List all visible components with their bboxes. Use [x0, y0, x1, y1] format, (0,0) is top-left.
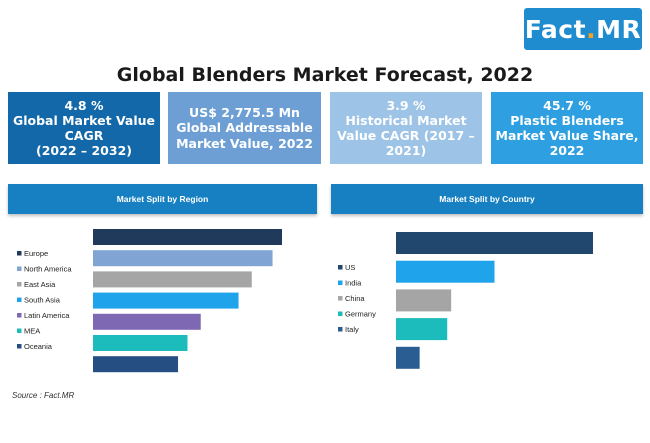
- kpi-card-plastic-share: 45.7 % Plastic Blenders Market Value Sha…: [491, 92, 643, 164]
- region-bar-north-america: [93, 250, 273, 267]
- kpi-card-line: Global Addressable: [176, 120, 313, 136]
- page-title: Global Blenders Market Forecast, 2022: [116, 64, 534, 86]
- logo-text-main: Fact: [524, 14, 587, 44]
- source-note: Source : Fact.MR: [12, 391, 75, 400]
- kpi-card-line: Market Value Share,: [495, 128, 639, 143]
- region-legend-label: Europe: [24, 249, 48, 258]
- country-legend-label: US: [345, 263, 355, 272]
- country-bar-us: [396, 232, 593, 254]
- region-legend-swatch: [17, 282, 22, 287]
- region-bar-oceania: [93, 356, 179, 373]
- country-panel-title: Market Split by Country: [331, 184, 643, 214]
- country-legend-label: Germany: [345, 309, 376, 318]
- kpi-card-cagr: 4.8 % Global Market Value CAGR (2022 – 2…: [8, 92, 160, 164]
- region-bar-south-asia: [93, 292, 239, 309]
- region-bar-east-asia: [93, 271, 252, 288]
- region-legend-swatch: [17, 297, 22, 302]
- region-legend-label: MEA: [24, 326, 40, 335]
- country-bar-china: [396, 289, 452, 312]
- logo-dot: .: [586, 14, 597, 44]
- country-legend-label: Italy: [345, 325, 359, 334]
- factmr-logo: Fact. MR: [524, 8, 642, 50]
- kpi-card-line: 3.9 %: [386, 97, 426, 113]
- kpi-card-line: (2022 – 2032): [36, 143, 132, 159]
- region-legend-label: North America: [24, 264, 72, 273]
- country-legend-swatch: [338, 265, 343, 270]
- kpi-card-line: 2021): [385, 143, 427, 159]
- kpi-card-line: 45.7 %: [543, 97, 591, 113]
- kpi-card-line: Global Market Value: [12, 112, 156, 128]
- kpi-card-line: 4.8 %: [64, 97, 104, 113]
- region-legend-swatch: [17, 328, 22, 333]
- region-panel-title: Market Split by Region: [8, 184, 317, 214]
- kpi-card-market-value: US$ 2,775.5 Mn Global Addressable Market…: [168, 92, 321, 164]
- region-legend-label: East Asia: [24, 280, 56, 289]
- country-bar-india: [396, 260, 495, 283]
- kpi-card-historical-cagr: 3.9 % Historical Market Value CAGR (2017…: [330, 92, 482, 164]
- kpi-card-line: Historical Market: [345, 112, 467, 128]
- country-legend-swatch: [338, 296, 343, 301]
- region-legend-swatch: [17, 266, 22, 271]
- country-legend-swatch: [338, 280, 343, 285]
- country-legend-label: India: [345, 278, 362, 287]
- region-legend-swatch: [17, 251, 22, 256]
- country-legend-label: China: [345, 294, 365, 303]
- region-legend-swatch: [17, 313, 22, 318]
- country-bar-italy: [396, 346, 420, 369]
- region-bar-mea: [93, 335, 188, 351]
- country-legend-swatch: [338, 311, 343, 316]
- country-bar-germany: [396, 318, 448, 341]
- region-bar-europe: [93, 229, 282, 245]
- region-legend-label: Oceania: [24, 342, 53, 351]
- kpi-card-line: Market Value, 2022: [176, 135, 313, 151]
- country-legend-swatch: [338, 327, 343, 332]
- logo-text-end: MR: [596, 14, 642, 44]
- region-bar-latin-america: [93, 313, 201, 330]
- region-legend-label: South Asia: [24, 295, 61, 304]
- kpi-card-line: Plastic Blenders: [510, 112, 624, 128]
- kpi-card-line: Value CAGR (2017 –: [337, 128, 475, 143]
- kpi-card-line: CAGR: [64, 128, 104, 143]
- region-legend-swatch: [17, 344, 22, 349]
- kpi-card-line: US$ 2,775.5 Mn: [189, 105, 300, 121]
- kpi-card-line: 2022: [549, 143, 585, 159]
- region-legend-label: Latin America: [24, 311, 70, 320]
